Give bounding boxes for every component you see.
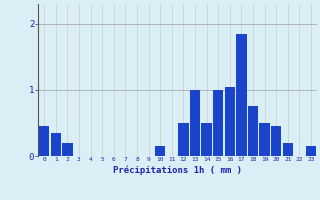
Bar: [283, 143, 293, 156]
Bar: [260, 123, 270, 156]
Bar: [190, 90, 200, 156]
Bar: [306, 146, 316, 156]
Bar: [225, 87, 235, 156]
Bar: [271, 126, 281, 156]
Bar: [236, 34, 247, 156]
X-axis label: Précipitations 1h ( mm ): Précipitations 1h ( mm ): [113, 165, 242, 175]
Bar: [201, 123, 212, 156]
Bar: [155, 146, 165, 156]
Bar: [213, 90, 223, 156]
Bar: [51, 133, 61, 156]
Bar: [248, 106, 258, 156]
Bar: [62, 143, 73, 156]
Bar: [178, 123, 188, 156]
Bar: [39, 126, 49, 156]
